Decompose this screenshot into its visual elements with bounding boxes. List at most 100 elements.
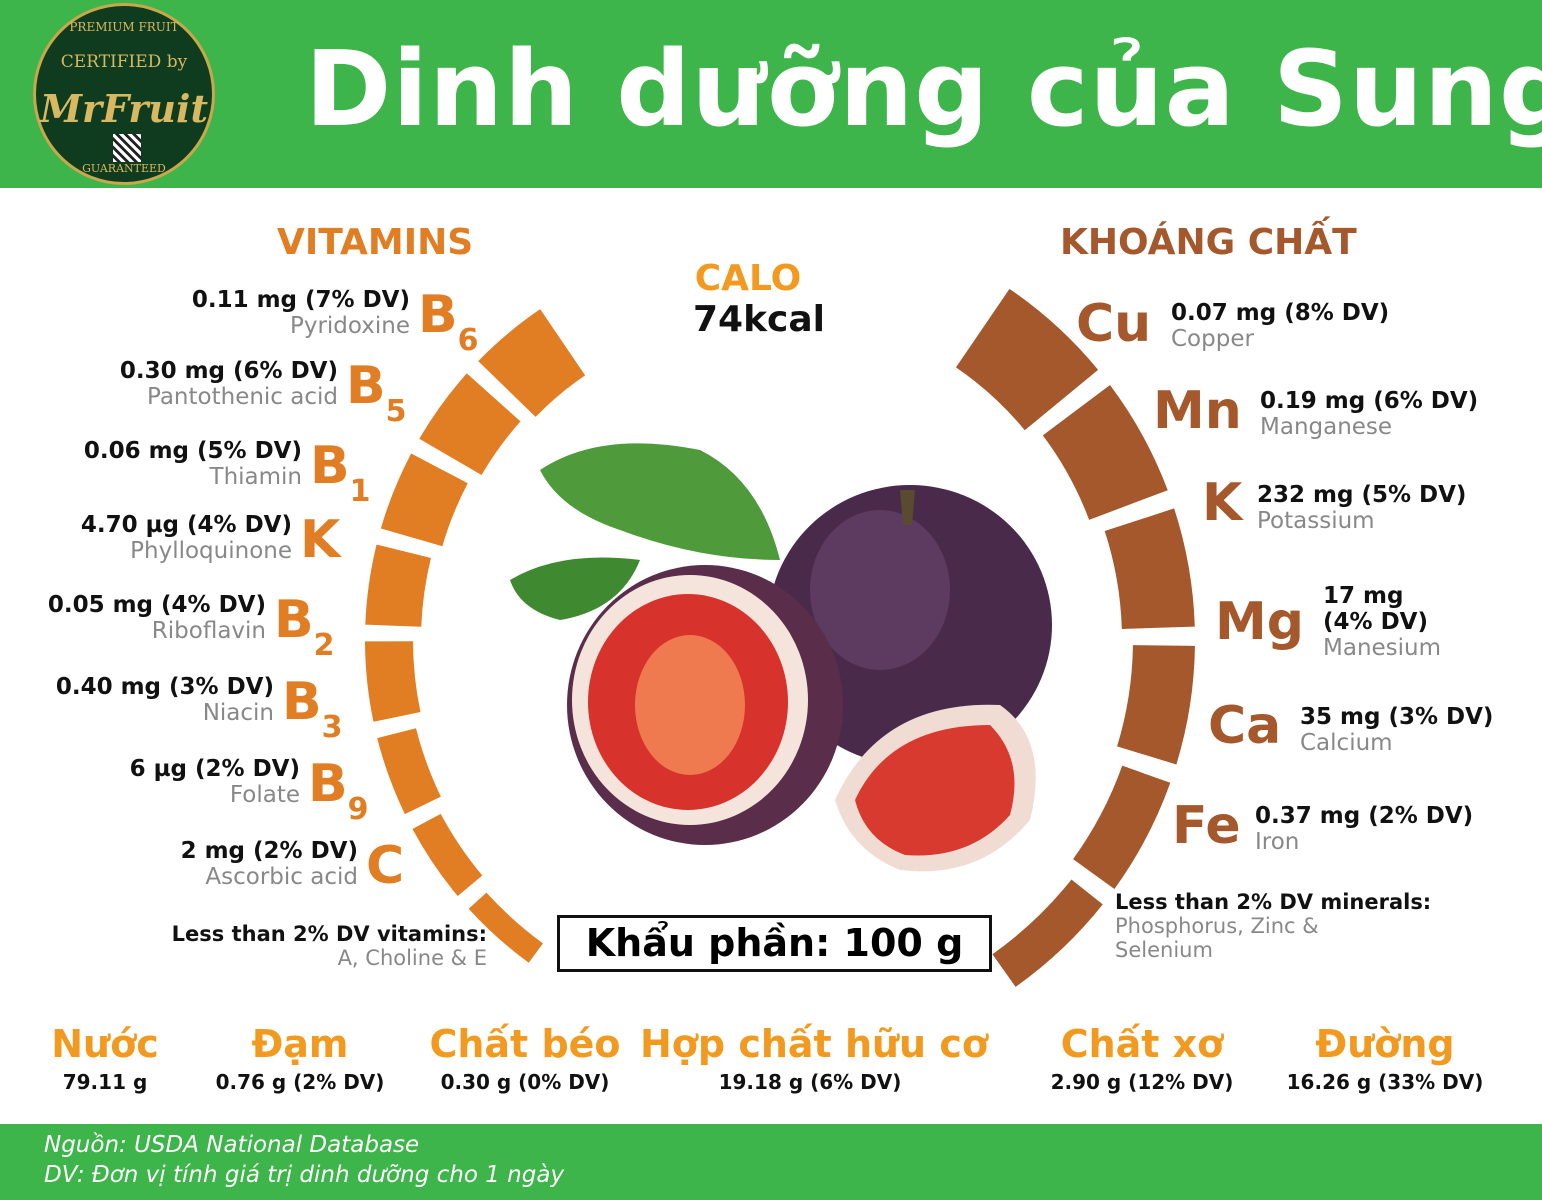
nutrient-item: Chất xơ 2.90 g (12% DV) <box>972 1022 1312 1094</box>
vitamin-item: 4.70 µg (4% DV) Phylloquinone <box>81 512 292 564</box>
mineral-name: Manesium <box>1323 635 1442 661</box>
mineral-item: 232 mg (5% DV) Potassium <box>1257 482 1466 534</box>
vitamin-arc-segment <box>377 728 441 815</box>
mineral-arc-segment <box>1073 765 1171 890</box>
vitamin-arc-segment <box>365 641 421 722</box>
vitamin-subscript: 3 <box>321 710 343 745</box>
logo-text: GUARANTEED <box>82 162 166 175</box>
mineral-symbol: Mg <box>1215 592 1304 652</box>
minerals-heading: KHOÁNG CHẤT <box>1060 222 1357 263</box>
vitamin-name: Folate <box>229 782 300 808</box>
serving-size: Khẩu phần: 100 g <box>557 915 992 972</box>
mineral-symbol: Mn <box>1153 381 1242 441</box>
vitamin-symbol: B1 <box>310 440 371 507</box>
vitamin-letter: K <box>300 510 341 570</box>
mineral-symbol: K <box>1202 473 1243 533</box>
mineral-symbol: Fe <box>1172 796 1241 856</box>
vitamin-name: Phylloquinone <box>130 538 292 564</box>
mineral-arc-segment <box>1117 645 1195 765</box>
page-title: Dinh dưỡng của Sung <box>305 28 1542 150</box>
vitamin-subscript: 5 <box>385 394 407 429</box>
mineral-arc-segment <box>1104 508 1195 629</box>
nutrient-value: 0.76 g (2% DV) <box>215 1070 385 1094</box>
mineral-item: 35 mg (3% DV) Calcium <box>1300 704 1493 756</box>
fig-leaf-icon <box>540 443 780 560</box>
mineral-value: 17 mg <box>1323 583 1404 609</box>
vitamin-item: 0.30 mg (6% DV) Pantothenic acid <box>120 358 338 410</box>
vitamin-value: 0.06 mg (5% DV) <box>83 438 302 464</box>
nutrient-name: Đường <box>1315 1022 1455 1066</box>
vitamin-symbol: B6 <box>418 289 479 356</box>
vitamin-name: Ascorbic acid <box>205 864 358 890</box>
vitamin-value: 4.70 µg (4% DV) <box>80 512 292 538</box>
calo-value: 74kcal <box>693 299 826 340</box>
vitamin-value: 0.40 mg (3% DV) <box>55 674 274 700</box>
nutrient-name: Chất xơ <box>1060 1022 1224 1066</box>
less-vitamins-label: Less than 2% DV vitamins: <box>171 922 487 946</box>
calo-block: CALO 74kcal <box>693 258 826 340</box>
vitamin-arc-segment <box>478 309 586 417</box>
nutrient-item: Chất béo 0.30 g (0% DV) <box>355 1022 695 1094</box>
vitamin-name: Niacin <box>202 700 274 726</box>
vitamin-value: 0.11 mg (7% DV) <box>191 287 410 313</box>
vitamin-value: 0.05 mg (4% DV) <box>47 592 266 618</box>
vitamin-letter: B <box>346 356 386 416</box>
mineral-item: 0.19 mg (6% DV) Manganese <box>1260 388 1478 440</box>
vitamin-symbol: B2 <box>274 594 335 661</box>
vitamin-arc-segment <box>380 453 468 547</box>
vitamin-symbol: B3 <box>282 676 343 743</box>
nutrient-item: Đạm 0.76 g (2% DV) <box>130 1022 470 1094</box>
vitamin-value: 6 µg (2% DV) <box>129 756 300 782</box>
mrfruit-logo: PREMIUM FRUIT CERTIFIED by MrFruit GUARA… <box>33 3 215 185</box>
vitamin-item: 0.40 mg (3% DV) Niacin <box>56 674 274 726</box>
mineral-value: 35 mg (3% DV) <box>1300 704 1494 730</box>
nutrient-value: 16.26 g (33% DV) <box>1286 1070 1484 1094</box>
header-banner <box>0 0 1542 188</box>
vitamin-item: 0.11 mg (7% DV) Pyridoxine <box>192 287 410 339</box>
vitamin-symbol: K <box>300 514 340 581</box>
mineral-value: 0.07 mg (8% DV) <box>1171 300 1390 326</box>
vitamin-item: 0.06 mg (5% DV) Thiamin <box>84 438 302 490</box>
mineral-name: Copper <box>1171 326 1254 352</box>
fig-leaf-icon <box>510 557 640 620</box>
mineral-symbol: Ca <box>1208 696 1282 756</box>
logo-text: PREMIUM FRUIT <box>69 20 179 34</box>
mineral-name: Potassium <box>1257 508 1375 534</box>
nutrient-item: Nước 79.11 g <box>0 1022 275 1094</box>
vitamin-item: 6 µg (2% DV) Folate <box>130 756 300 808</box>
vitamin-name: Pantothenic acid <box>147 384 338 410</box>
mineral-value: 0.19 mg (6% DV) <box>1260 388 1479 414</box>
nutrient-value: 2.90 g (12% DV) <box>1050 1070 1234 1094</box>
vitamin-arc-segment <box>365 544 431 627</box>
vitamin-letter: B <box>282 672 322 732</box>
less-minerals-items: Selenium <box>1115 938 1213 962</box>
vitamin-symbol: B9 <box>308 758 369 825</box>
vitamin-subscript: 1 <box>349 474 371 509</box>
mineral-item: 0.07 mg (8% DV) Copper <box>1171 300 1389 352</box>
vitamin-name: Pyridoxine <box>289 313 410 339</box>
vitamin-symbol: C <box>366 840 404 907</box>
nutrient-value: 0.30 g (0% DV) <box>440 1070 610 1094</box>
vitamin-symbol: B5 <box>346 360 407 427</box>
vitamin-subscript: 2 <box>313 628 335 663</box>
nutrient-name: Hợp chất hữu cơ <box>640 1022 988 1066</box>
mineral-name: Calcium <box>1300 730 1393 756</box>
mineral-name: Manganese <box>1260 414 1393 440</box>
nutrient-name: Chất béo <box>429 1022 621 1066</box>
vitamin-arc-segment <box>412 813 483 897</box>
nutrient-item: Hợp chất hữu cơ 19.18 g (6% DV) <box>640 1022 988 1094</box>
vitamin-subscript: 6 <box>457 323 479 358</box>
vitamin-arc-segment <box>419 373 521 476</box>
calo-label: CALO <box>694 258 802 299</box>
mineral-value: 0.37 mg (2% DV) <box>1255 803 1474 829</box>
vitamin-letter: B <box>310 436 350 496</box>
mineral-value: 232 mg (5% DV) <box>1257 482 1467 508</box>
mineral-item: 17 mg (4% DV) Manesium <box>1323 583 1441 661</box>
nutrient-name: Đạm <box>251 1022 349 1066</box>
less-minerals-label: Less than 2% DV minerals: <box>1115 890 1432 914</box>
less-minerals: Less than 2% DV minerals: Phosphorus, Zi… <box>1115 890 1431 962</box>
less-vitamins: Less than 2% DV vitamins: A, Choline & E <box>172 922 487 970</box>
qr-code-icon <box>113 134 141 162</box>
mineral-arc-segment <box>1042 385 1168 520</box>
mineral-symbol: Cu <box>1076 294 1152 354</box>
